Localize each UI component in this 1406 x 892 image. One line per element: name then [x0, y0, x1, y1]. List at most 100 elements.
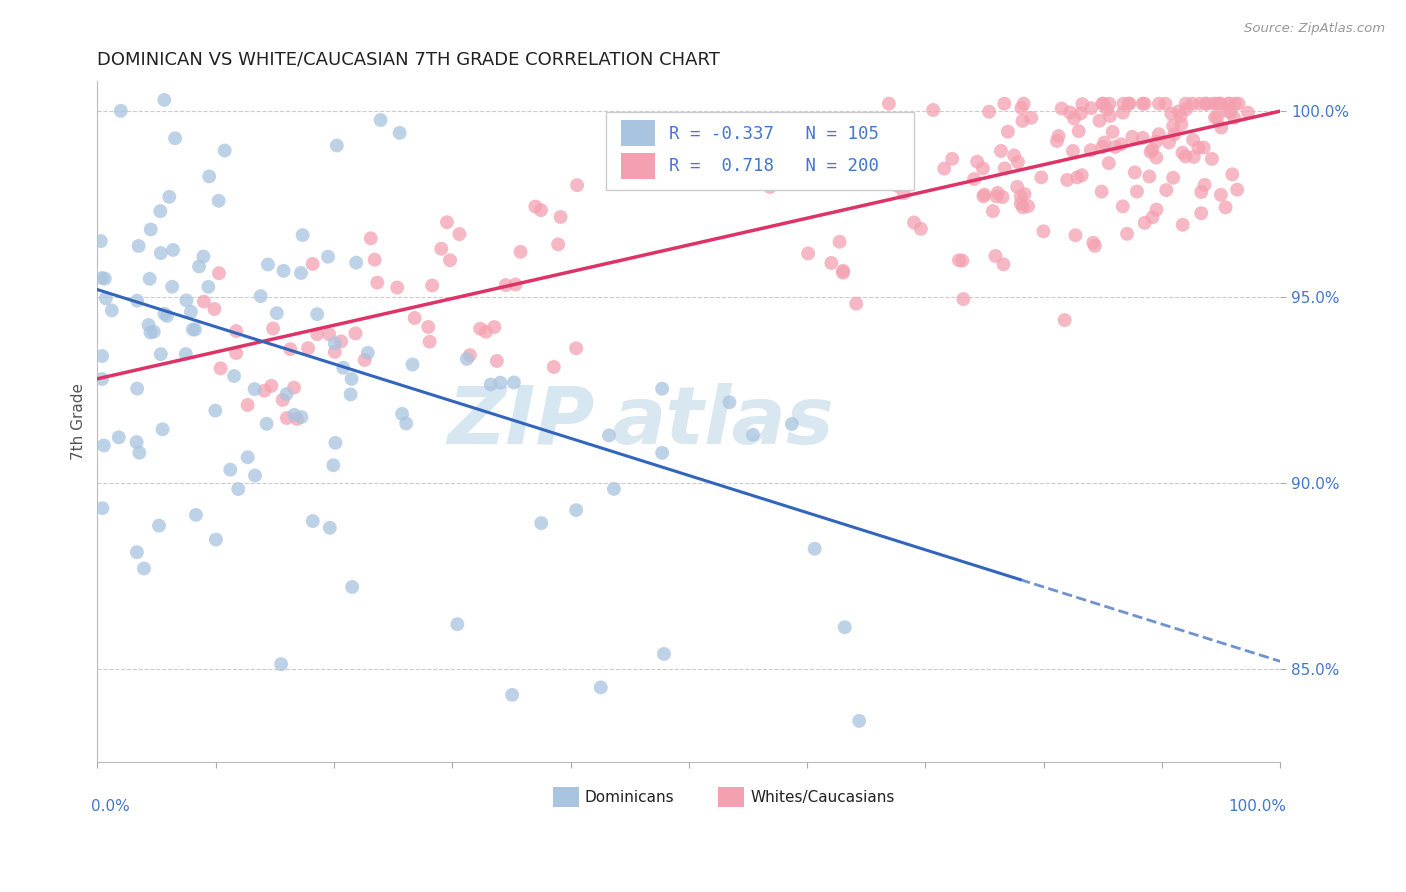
Text: ZIP: ZIP [447, 383, 595, 460]
Point [1109, 137, 1132, 152]
Point [1195, 96, 1218, 111]
Point [891, 153, 914, 168]
Point [952, 292, 974, 306]
Point [495, 278, 517, 293]
Point [565, 341, 588, 355]
Point [1133, 216, 1156, 230]
Text: atlas: atlas [612, 383, 835, 460]
Point [1192, 140, 1215, 154]
Point [107, 430, 129, 444]
Point [176, 293, 198, 308]
Point [886, 178, 908, 193]
Point [803, 541, 825, 556]
Point [1204, 111, 1226, 125]
Point [266, 306, 288, 320]
Point [180, 305, 202, 319]
Point [1005, 179, 1028, 194]
Point [1195, 96, 1218, 111]
Point [972, 189, 994, 203]
Point [501, 688, 523, 702]
Point [395, 417, 418, 431]
Point [489, 376, 512, 390]
Point [138, 318, 160, 332]
Point [530, 516, 553, 530]
Point [418, 320, 440, 334]
Point [550, 210, 572, 224]
Point [1091, 140, 1114, 154]
Point [848, 714, 870, 728]
Point [243, 468, 266, 483]
Point [181, 322, 204, 336]
Point [1174, 96, 1197, 111]
Point [91, 271, 114, 285]
Point [1171, 145, 1194, 160]
Point [948, 253, 970, 268]
Point [1098, 96, 1121, 111]
Point [449, 227, 471, 241]
Point [204, 301, 226, 316]
Point [832, 266, 855, 280]
Point [270, 657, 292, 672]
Point [1071, 97, 1094, 112]
Point [249, 289, 271, 303]
Point [1132, 131, 1154, 145]
Point [1133, 96, 1156, 111]
Point [845, 296, 868, 310]
Point [834, 620, 856, 634]
Point [1189, 206, 1212, 220]
Point [307, 327, 329, 342]
Point [197, 280, 219, 294]
Point [283, 408, 305, 422]
Point [1070, 106, 1092, 120]
Point [174, 347, 197, 361]
Point [132, 561, 155, 575]
Point [893, 186, 915, 201]
Point [830, 169, 852, 184]
Point [565, 503, 588, 517]
Point [260, 379, 283, 393]
Point [353, 353, 375, 368]
Point [1098, 109, 1121, 123]
FancyBboxPatch shape [718, 787, 745, 807]
Point [184, 508, 207, 522]
Point [1098, 156, 1121, 170]
Point [283, 381, 305, 395]
Point [1116, 227, 1139, 241]
Point [1067, 124, 1090, 138]
Point [1010, 101, 1032, 115]
Text: Dominicans: Dominicans [585, 789, 675, 805]
Point [1047, 128, 1070, 143]
Point [485, 354, 508, 368]
Point [997, 125, 1019, 139]
Point [318, 327, 340, 342]
Point [276, 411, 298, 425]
Point [1118, 96, 1140, 111]
Point [319, 521, 342, 535]
Point [1157, 136, 1180, 150]
Point [1031, 170, 1053, 185]
Point [1188, 96, 1211, 111]
Point [446, 617, 468, 632]
Point [236, 450, 259, 465]
Point [387, 280, 409, 294]
Point [94, 271, 117, 285]
Point [162, 243, 184, 257]
Point [718, 395, 741, 409]
Point [987, 186, 1010, 200]
Point [950, 253, 973, 268]
Point [193, 294, 215, 309]
Point [1012, 96, 1035, 111]
Point [458, 348, 481, 362]
Point [598, 428, 620, 442]
Point [1080, 101, 1102, 115]
Point [1144, 151, 1167, 165]
Point [993, 257, 1015, 271]
Point [1147, 127, 1170, 141]
Point [505, 277, 527, 292]
Point [603, 482, 626, 496]
Point [993, 96, 1015, 111]
Point [404, 310, 426, 325]
Text: DOMINICAN VS WHITE/CAUCASIAN 7TH GRADE CORRELATION CHART: DOMINICAN VS WHITE/CAUCASIAN 7TH GRADE C… [97, 51, 720, 69]
Point [198, 169, 221, 184]
Point [219, 463, 242, 477]
